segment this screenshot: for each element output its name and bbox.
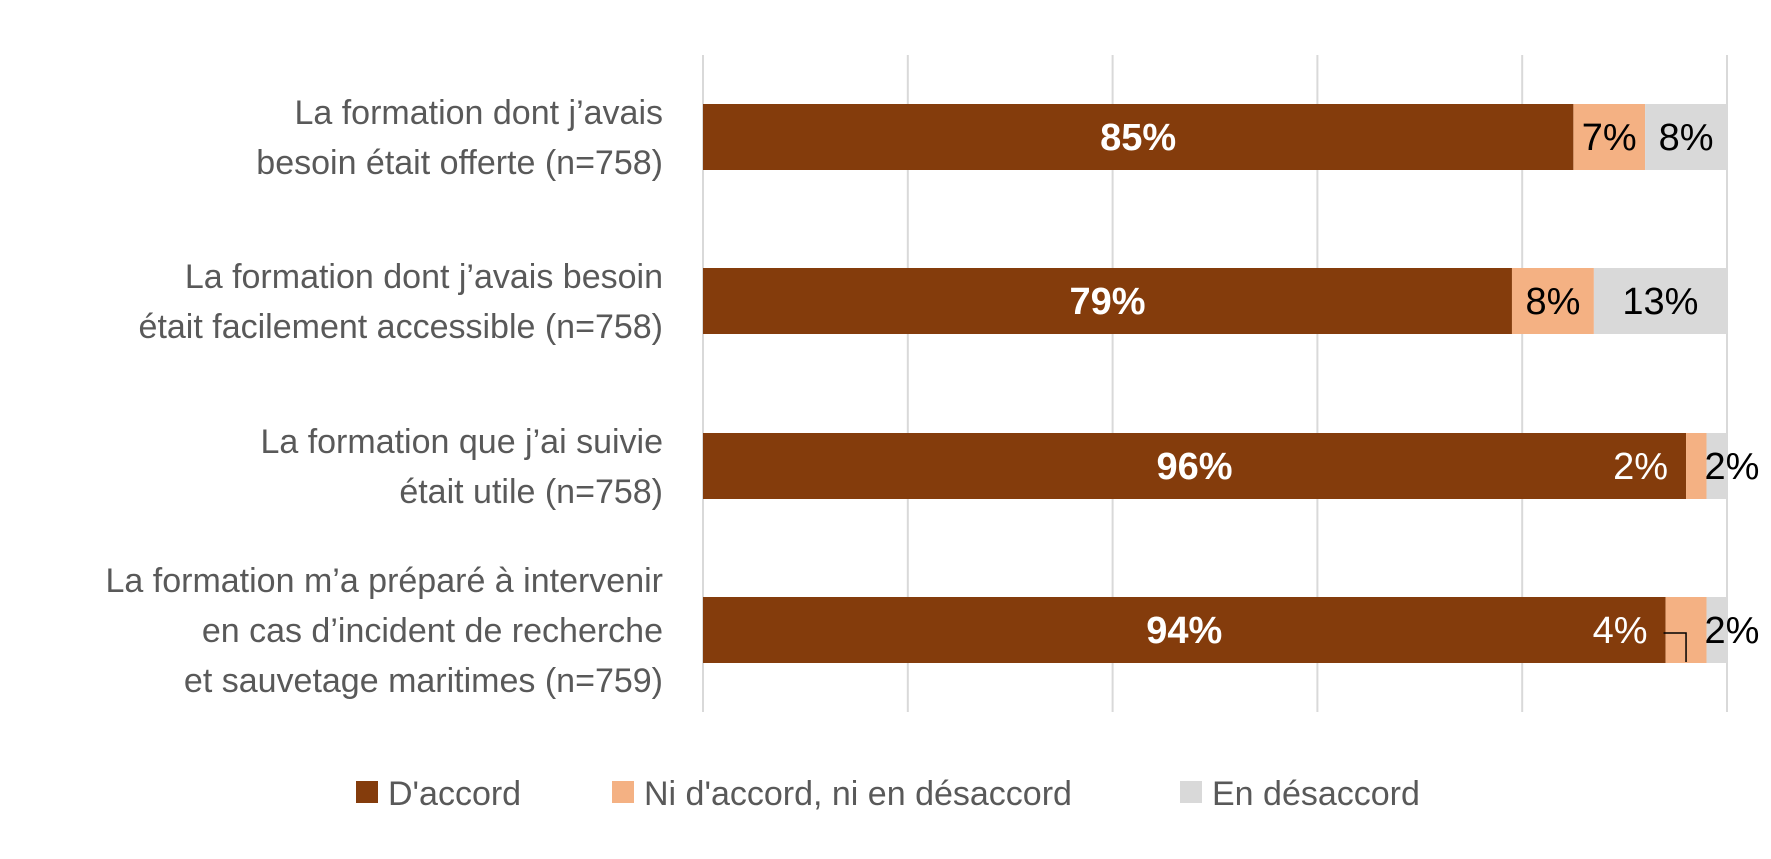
bar-segment xyxy=(703,433,1687,499)
data-label: 8% xyxy=(1659,117,1714,159)
category-label: La formation m’a préparé à intervenir en … xyxy=(106,562,664,700)
bar-segment xyxy=(703,268,1512,334)
bar-row: 85% 7% 8% xyxy=(703,104,1727,170)
data-label: 4% xyxy=(1593,610,1648,652)
legend-item: Ni d'accord, ni en désaccord xyxy=(612,775,1072,813)
data-label: 2% xyxy=(1613,446,1668,488)
legend: D'accord Ni d'accord, ni en désaccord En d… xyxy=(356,775,1420,813)
legend-item: D'accord xyxy=(356,775,521,813)
bar-row: 94% 4% 2% xyxy=(703,597,1759,663)
bar-segment xyxy=(703,104,1574,170)
legend-swatch xyxy=(1180,781,1202,803)
bar-segment xyxy=(703,597,1666,663)
bar-segment xyxy=(1593,268,1727,334)
data-label: 7% xyxy=(1582,117,1637,159)
legend-swatch xyxy=(612,781,634,803)
bar-segment xyxy=(1511,268,1594,334)
legend-label: D'accord xyxy=(388,775,521,813)
bar-segment xyxy=(1686,433,1707,499)
bar-segment xyxy=(1573,104,1646,170)
data-label: 13% xyxy=(1622,281,1698,323)
legend-label: En désaccord xyxy=(1212,775,1420,813)
bar-row: 79% 8% 13% xyxy=(703,268,1727,334)
bars: 85% 7% 8% 79% 8% 13% 96% 2% 2% 94% 4% 2% xyxy=(703,104,1759,663)
category-label: La formation dont j’avais besoin était fa… xyxy=(139,258,663,346)
data-label: 79% xyxy=(1069,281,1145,323)
bar-segment xyxy=(1706,597,1727,663)
data-label: 2% xyxy=(1705,446,1760,488)
bar-segment xyxy=(1706,433,1727,499)
category-label: La formation dont j’avais besoin était of… xyxy=(256,94,663,182)
legend-label: Ni d'accord, ni en désaccord xyxy=(644,775,1072,813)
legend-item: En désaccord xyxy=(1180,775,1420,813)
data-label: 85% xyxy=(1100,117,1176,159)
data-label: 96% xyxy=(1156,446,1232,488)
data-label: 2% xyxy=(1705,610,1760,652)
legend-swatch xyxy=(356,781,378,803)
bar-row: 96% 2% 2% xyxy=(703,433,1759,499)
data-label: 8% xyxy=(1525,281,1580,323)
data-label: 94% xyxy=(1146,610,1222,652)
bar-segment xyxy=(1645,104,1727,170)
category-label: La formation que j’ai suivie était utile … xyxy=(260,423,663,511)
category-labels: La formation dont j’avais besoin était of… xyxy=(106,94,664,700)
leader-line xyxy=(1663,632,1687,662)
